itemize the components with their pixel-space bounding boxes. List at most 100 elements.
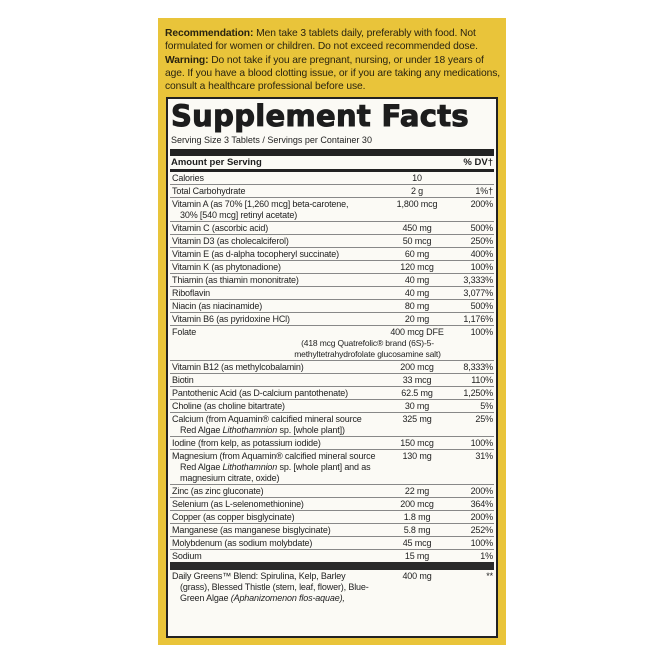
amount-value: 1.8 mg	[403, 512, 431, 522]
table-row: Magnesium (from Aquamin® calcified miner…	[170, 450, 494, 485]
nutrient-name: Vitamin K (as phytonadione)	[172, 262, 385, 273]
table-row: Vitamin B6 (as pyridoxine HCl) 20 mg 1,176…	[170, 313, 494, 326]
dv-value: 1,176%	[463, 314, 493, 324]
dv-value: 110%	[471, 375, 493, 385]
amount-value: 325 mg	[402, 414, 432, 424]
nutrient-name: Vitamin B12 (as methylcobalamin)	[172, 362, 385, 373]
amount-value: 400 mcg DFE	[390, 327, 444, 337]
table-row: Calories 10	[170, 172, 494, 185]
amount-value: 2 g	[410, 186, 424, 196]
nutrient-name: Vitamin A (as 70% [1,260 mcg] beta-carot…	[172, 199, 385, 221]
supplement-facts-panel: Supplement Facts Serving Size 3 Tablets …	[166, 97, 498, 638]
warning-text: Do not take if you are pregnant, nursing…	[165, 54, 501, 93]
name-text: Calories	[172, 173, 204, 183]
table-row: Riboflavin 40 mg 3,077%	[170, 287, 494, 300]
divider	[170, 562, 494, 570]
dv-value: 100%	[470, 438, 494, 448]
name-text: Magnesium (from Aquamin® calcified miner…	[172, 451, 376, 461]
dv-value: 200%	[470, 199, 494, 209]
divider	[170, 169, 494, 172]
nutrient-name: Total Carbohydrate	[172, 186, 385, 197]
amount-cell: 400 mg	[385, 571, 449, 604]
nutrient-name: Calcium (from Aquamin® calcified mineral…	[172, 414, 385, 436]
dv-value: **	[486, 571, 493, 581]
amount-value: 10	[412, 173, 422, 183]
table-row: Daily Greens™ Blend: Spirulina, Kelp, Ba…	[170, 570, 494, 604]
name-continuation: Red Algae Lithothamnion sp. [whole plant…	[172, 425, 385, 436]
amount-value: 400 mg	[402, 571, 432, 581]
amount-value: 60 mg	[404, 249, 430, 259]
divider	[170, 149, 494, 156]
nutrient-table: Calories 10 Total Carbohydrate 2 g 1%† Vitami…	[168, 172, 496, 562]
amount-cell: 130 mg	[385, 451, 449, 484]
dv-value: 200%	[470, 486, 494, 496]
amount-cell: 45 mcg	[385, 538, 449, 549]
amount-value: 120 mcg	[400, 262, 434, 272]
nutrient-name: Riboflavin	[172, 288, 385, 299]
amount-cell: 22 mg	[385, 486, 449, 497]
amount-value: 450 mg	[402, 223, 432, 233]
blend-section: Daily Greens™ Blend: Spirulina, Kelp, Ba…	[168, 570, 496, 604]
amount-cell: 150 mcg	[385, 438, 449, 449]
name-text: Zinc (as zinc gluconate)	[172, 486, 264, 496]
amount-cell: 450 mg	[385, 223, 449, 234]
table-row: Molybdenum (as sodium molybdate) 45 mcg 10…	[170, 537, 494, 550]
dv-value: 1,250%	[463, 388, 493, 398]
amount-cell: 5.8 mg	[385, 525, 449, 536]
name-text: Vitamin C (ascorbic acid)	[172, 223, 269, 233]
amount-value: 22 mg	[404, 486, 430, 496]
amount-cell: 40 mg	[385, 288, 449, 299]
nutrient-name: Biotin	[172, 375, 385, 386]
amount-value: 200 mcg	[400, 362, 434, 372]
table-row: Iodine (from kelp, as potassium iodide) 1…	[170, 437, 494, 450]
dv-value: 100%	[470, 262, 494, 272]
nutrient-name: Vitamin D3 (as cholecalciferol)	[172, 236, 385, 247]
name-text: Sodium	[172, 551, 202, 561]
table-row: Pantothenic Acid (as D-calcium pantothen…	[170, 387, 494, 400]
amount-cell: 33 mcg	[385, 375, 449, 386]
table-row: Choline (as choline bitartrate) 30 mg 5%	[170, 400, 494, 413]
recommendation-label: Recommendation:	[165, 28, 254, 39]
name-text: Daily Greens™ Blend: Spirulina, Kelp, Ba…	[172, 571, 346, 581]
amount-value: 15 mg	[404, 551, 430, 561]
header-dv: % DV†	[463, 157, 493, 168]
directions-text: Recommendation: Men take 3 tablets daily…	[165, 27, 505, 93]
amount-value: 33 mcg	[402, 375, 432, 385]
dv-value: 3,333%	[463, 275, 493, 285]
table-row: Vitamin D3 (as cholecalciferol) 50 mcg 250…	[170, 235, 494, 248]
amount-value: 20 mg	[404, 314, 430, 324]
amount-cell: 30 mg	[385, 401, 449, 412]
nutrient-name: Magnesium (from Aquamin® calcified miner…	[172, 451, 385, 484]
table-row: Biotin 33 mcg 110%	[170, 374, 494, 387]
amount-value: 40 mg	[404, 275, 430, 285]
name-text: Folate	[172, 327, 197, 337]
table-row: Selenium (as L-selenomethionine) 200 mcg 3…	[170, 498, 494, 511]
amount-value: 45 mcg	[402, 538, 432, 548]
header-amount: Amount per Serving	[171, 157, 262, 168]
name-continuation: 30% [540 mcg] retinyl acetate)	[172, 210, 385, 221]
amount-value: 62.5 mg	[401, 388, 433, 398]
amount-value: 5.8 mg	[403, 525, 431, 535]
nutrient-name: Choline (as choline bitartrate)	[172, 401, 385, 412]
amount-cell: 1.8 mg	[385, 512, 449, 523]
dv-value: 500%	[470, 301, 494, 311]
dv-value: 400%	[470, 249, 494, 259]
name-text: sp. [whole plant])	[277, 425, 345, 435]
amount-cell: 62.5 mg	[385, 388, 449, 399]
dv-value: 250%	[470, 236, 494, 246]
facts-title: Supplement Facts	[171, 99, 470, 133]
dv-value	[449, 173, 493, 184]
amount-cell: 60 mg	[385, 249, 449, 260]
amount-cell: 120 mcg	[385, 262, 449, 273]
name-text: Biotin	[172, 375, 194, 385]
amount-value: 1,800 mcg	[396, 199, 438, 209]
table-row: Vitamin K (as phytonadione) 120 mcg 100%	[170, 261, 494, 274]
amount-cell: 200 mcg	[385, 362, 449, 373]
table-row: Zinc (as zinc gluconate) 22 mg 200%	[170, 485, 494, 498]
table-row: Calcium (from Aquamin® calcified mineral…	[170, 413, 494, 437]
dv-value: 1%	[480, 551, 493, 561]
name-text: Lithothamnion	[222, 425, 278, 435]
table-row: Vitamin B12 (as methylcobalamin) 200 mcg 8…	[170, 361, 494, 374]
name-text: Vitamin B12 (as methylcobalamin)	[172, 362, 304, 372]
dv-value: 364%	[470, 499, 494, 509]
